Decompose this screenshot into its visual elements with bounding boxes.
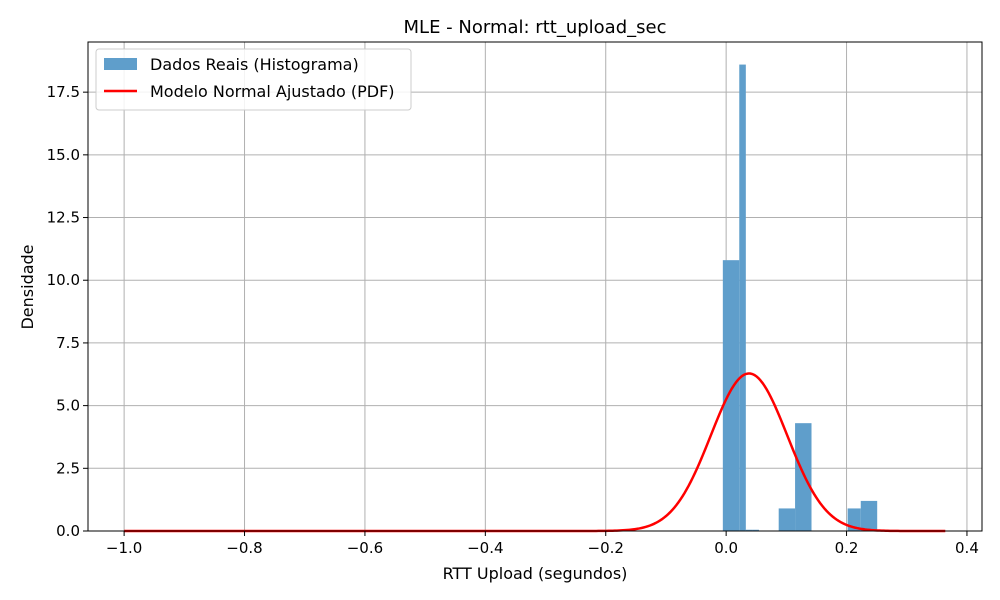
- x-tick-label: −1.0: [106, 539, 142, 557]
- x-tick-label: 0.4: [955, 539, 979, 557]
- histogram-bar: [795, 423, 812, 531]
- legend: Dados Reais (Histograma) Modelo Normal A…: [95, 48, 412, 111]
- y-tick-label: 2.5: [56, 459, 80, 477]
- histogram-bar: [860, 500, 878, 531]
- histogram-bar: [739, 64, 746, 532]
- plot-frame: [87, 41, 983, 532]
- legend-histogram-label: Dados Reais (Histograma): [150, 55, 359, 74]
- legend-histogram-swatch: [104, 58, 137, 70]
- y-tick-label: 0.0: [56, 522, 80, 540]
- y-tick-label: 15.0: [47, 146, 80, 164]
- y-tick-label: 12.5: [47, 209, 80, 227]
- legend-pdf-label: Modelo Normal Ajustado (PDF): [150, 82, 395, 101]
- histogram-bar: [722, 260, 740, 531]
- x-tick-label: −0.8: [226, 539, 262, 557]
- legend-box: [95, 48, 412, 111]
- x-tick-label: 0.0: [714, 539, 738, 557]
- y-tick-label: 17.5: [47, 83, 80, 101]
- histogram-bar: [778, 508, 796, 531]
- x-tick-label: −0.4: [467, 539, 503, 557]
- histogram-bar: [745, 529, 753, 531]
- histogram-bars: [722, 64, 878, 532]
- x-axis-ticks: −1.0 −0.8 −0.6 −0.4 −0.2 0.0 0.2 0.4: [106, 531, 979, 557]
- x-tick-label: 0.2: [835, 539, 859, 557]
- x-tick-label: −0.2: [588, 539, 624, 557]
- x-tick-label: −0.6: [347, 539, 383, 557]
- y-axis-ticks: 0.0 2.5 5.0 7.5 10.0 12.5 15.0 17.5: [47, 83, 88, 540]
- y-tick-label: 5.0: [56, 397, 80, 415]
- y-tick-label: 7.5: [56, 334, 80, 352]
- y-tick-label: 10.0: [47, 271, 80, 289]
- histogram-bar: [752, 529, 759, 531]
- chart-title: MLE - Normal: rtt_upload_sec: [404, 17, 667, 38]
- y-axis-label: Densidade: [18, 244, 37, 329]
- x-axis-label: RTT Upload (segundos): [443, 564, 628, 583]
